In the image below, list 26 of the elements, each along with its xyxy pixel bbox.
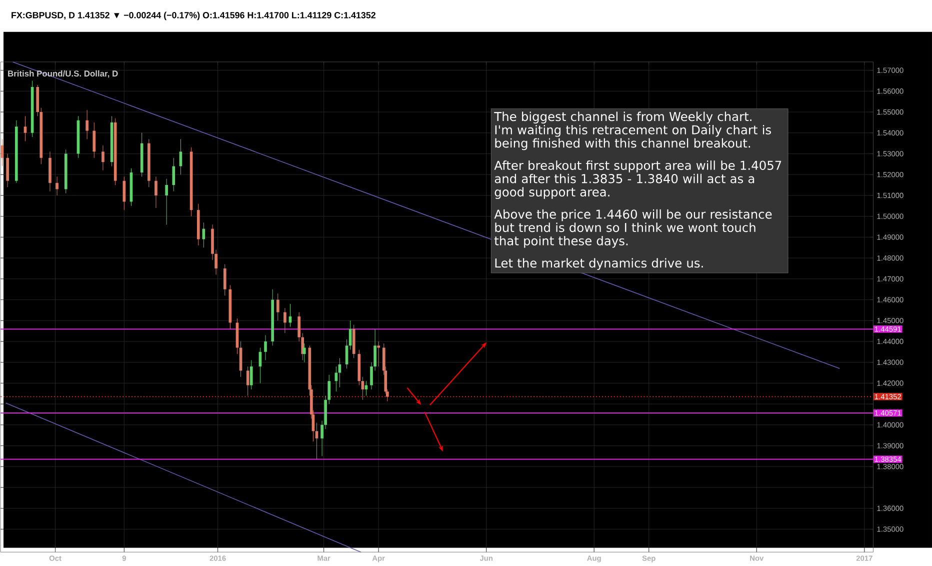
- candlestick: [334, 366, 338, 392]
- chart-title: FX:GBPUSD, D 1.41352 ▼ −0.00244 (−0.17%) O:1.41596 H:1.41700 L:1.41129 C:1.41352: [12, 12, 376, 20]
- candlestick: [377, 341, 380, 367]
- candlestick: [92, 122, 96, 158]
- candlestick: [276, 293, 280, 321]
- candlestick: [6, 154, 9, 188]
- candlestick: [154, 176, 158, 208]
- candlestick: [172, 158, 176, 192]
- candlestick: [102, 145, 104, 171]
- annotation: The biggest channel is from Weekly chart. I'm waiting this retracement on Daily chart is being finished with this channel breakout.: [494, 112, 771, 150]
- candlestick: [361, 376, 364, 400]
- annotation: Above the price 1.4460 will be our resistance but trend is down so I think we wont touch that point these days.: [494, 210, 772, 248]
- candlestick: [86, 110, 88, 140]
- annotation: Let the market dynamics drive us.: [495, 258, 703, 270]
- candlestick: [165, 178, 168, 226]
- candlestick: [315, 422, 318, 460]
- candlestick: [56, 176, 58, 196]
- candlestick: [364, 380, 368, 396]
- candlestick: [24, 116, 27, 142]
- candlestick: [264, 335, 267, 361]
- candlestick: [284, 308, 286, 334]
- candlestick: [302, 343, 306, 363]
- candlestick: [345, 339, 348, 369]
- candlestick: [250, 360, 253, 390]
- annotation: After breakout first support area will be 1.4057 and after this 1.3835 - 1.3840 will act as a good support area.: [494, 160, 782, 200]
- candlestick: [223, 264, 226, 296]
